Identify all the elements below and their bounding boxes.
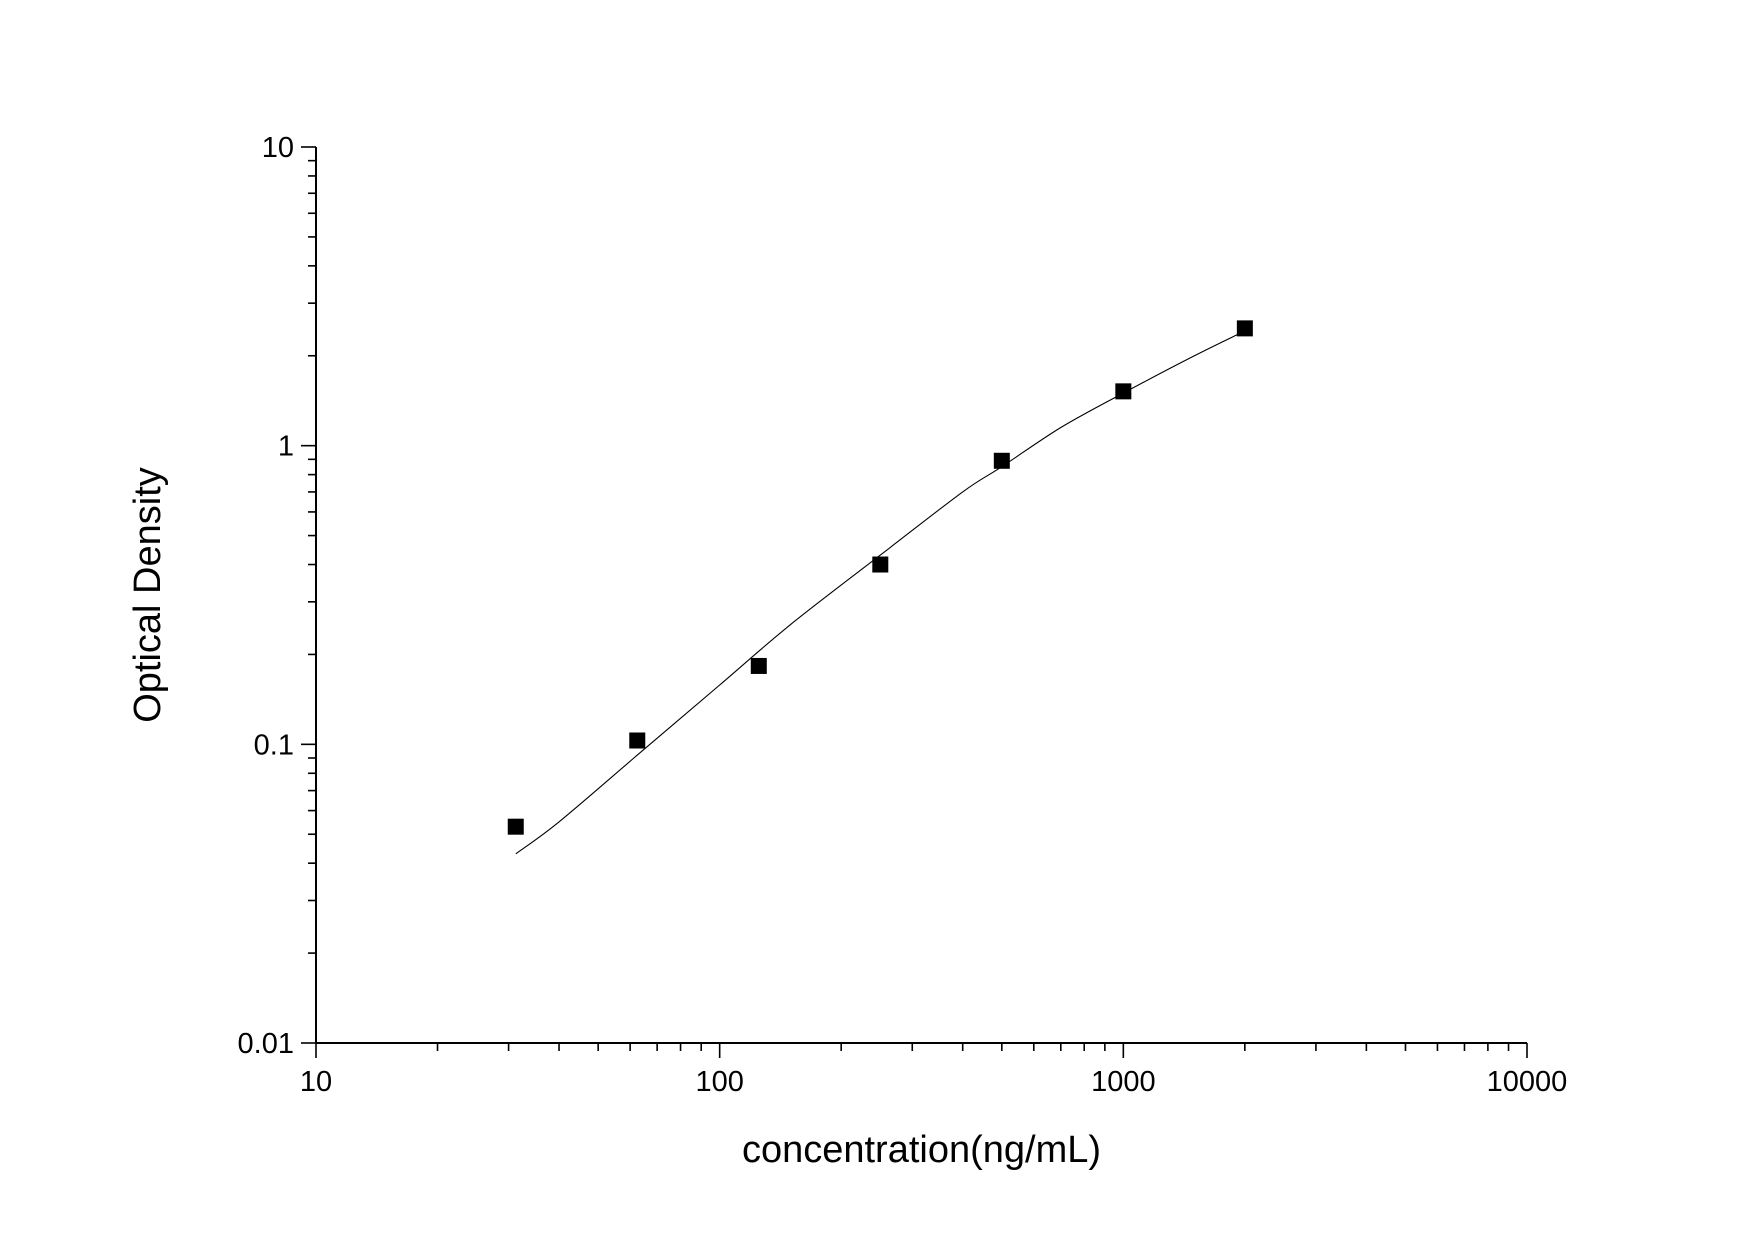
- y-tick-label: 0.01: [238, 1028, 294, 1060]
- x-tick-label: 1000: [1091, 1066, 1156, 1098]
- y-tick-label: 10: [262, 132, 294, 164]
- axis-ticks: [301, 146, 1528, 1058]
- y-tick-label: 0.1: [254, 729, 294, 761]
- data-point-marker: [1115, 383, 1132, 400]
- x-axis-title: concentration(ng/mL): [742, 1129, 1101, 1171]
- tick-labels: 10 100 1000 10000 0.01 0.1 1 10: [238, 132, 1568, 1098]
- y-axis-title: Optical Density: [127, 467, 169, 723]
- x-tick-label: 100: [695, 1066, 743, 1098]
- plot-area: [507, 320, 1253, 855]
- fitted-curve-line: [515, 330, 1246, 855]
- data-point-marker: [629, 732, 646, 749]
- data-point-marker: [872, 556, 889, 573]
- axes: [315, 147, 1527, 1044]
- data-point-marker: [750, 657, 767, 674]
- y-tick-label: 1: [278, 431, 294, 463]
- data-point-marker: [1236, 320, 1253, 337]
- data-point-marker: [993, 452, 1010, 469]
- x-tick-label: 10000: [1487, 1066, 1568, 1098]
- data-point-marker: [507, 818, 524, 835]
- x-tick-label: 10: [300, 1066, 332, 1098]
